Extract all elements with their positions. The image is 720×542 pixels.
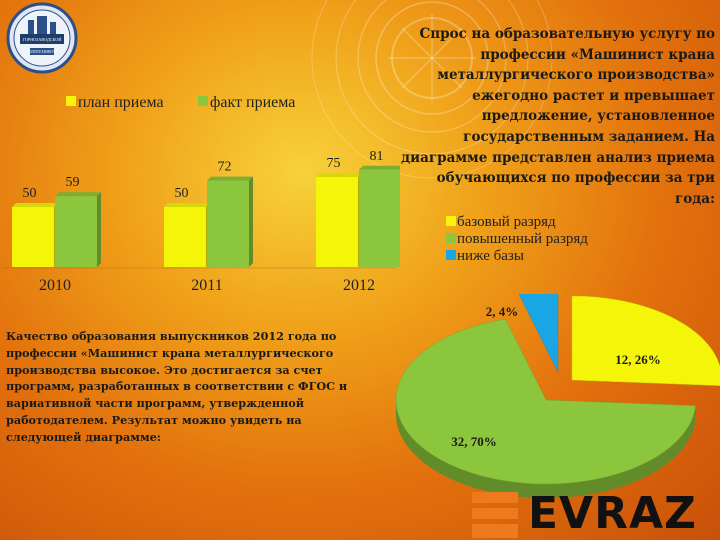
bar-legend-swatch-0 — [66, 96, 76, 106]
legend-label-advanced: повышенный разряд — [457, 231, 588, 247]
bar-value-label-1-0: 59 — [66, 175, 80, 190]
bar-0-0 — [12, 207, 54, 267]
bar-top-1-2 — [359, 165, 400, 170]
bar-value-label-1-1: 72 — [218, 160, 232, 175]
evraz-logo — [472, 492, 518, 538]
pie-data-label-2: 2, 4% — [486, 304, 519, 319]
bar-legend-label-0: план приема — [78, 94, 164, 111]
pie-slice-2 — [518, 294, 559, 373]
legend-swatch-advanced — [446, 233, 456, 243]
bar-category-label-1: 2011 — [191, 277, 222, 294]
legend-item-advanced: повышенный разряд — [446, 231, 588, 248]
bar-side-1-1 — [249, 176, 253, 267]
bar-category-label-0: 2010 — [39, 277, 71, 294]
bar-legend: план приема факт приема — [66, 94, 295, 111]
pie-slice-0 — [571, 295, 720, 386]
admission-bar-chart: план приема факт приема 50 59 2010 50 72 2011 75… — [2, 94, 400, 294]
bar-value-label-0-2: 75 — [327, 156, 341, 171]
graduate-quality-pie-chart: 12, 26% 32, 70% 2, 4% — [395, 294, 720, 499]
bar-0-1 — [164, 207, 206, 267]
bar-value-label-0-1: 50 — [175, 186, 189, 201]
legend-label-below: ниже базы — [457, 248, 524, 264]
legend-label-base: базовый разряд — [457, 214, 556, 230]
legend-item-below: ниже базы — [446, 248, 524, 265]
bar-legend-label-1: факт приема — [210, 94, 295, 111]
bar-top-1-1 — [207, 176, 253, 181]
bar-1-1 — [207, 180, 249, 267]
bar-category-label-2: 2012 — [343, 277, 375, 294]
bar-value-label-1-2: 81 — [370, 149, 384, 164]
bar-top-0-1 — [164, 203, 210, 207]
quality-description: Качество образования выпускников 2012 го… — [6, 329, 348, 444]
pie-legend: базовый разряд повышенный разряд ниже ба… — [446, 214, 676, 294]
bar-1-2 — [359, 169, 400, 267]
svg-text:ПОЛИТЕХНИКУМ: ПОЛИТЕХНИКУМ — [27, 50, 58, 54]
bar-top-0-2 — [316, 173, 362, 177]
bar-value-label-0-0: 50 — [23, 186, 37, 201]
legend-swatch-below — [446, 250, 456, 260]
pie-slice-1 — [395, 318, 696, 485]
bar-legend-swatch-1 — [198, 96, 208, 106]
bar-1-0 — [55, 196, 97, 267]
bar-top-1-0 — [55, 192, 101, 197]
bar-top-0-0 — [12, 203, 58, 207]
college-logo: ГОРНОЗАВОДСКОЙ ПОЛИТЕХНИКУМ — [6, 2, 78, 74]
pie-data-label-0: 12, 26% — [615, 352, 661, 367]
pie-side-1 — [396, 400, 696, 499]
legend-swatch-base — [446, 216, 456, 226]
bar-0-2 — [316, 177, 358, 267]
evraz-wordmark: EVRAZ — [528, 488, 697, 539]
legend-item-base: базовый разряд — [446, 214, 556, 231]
svg-text:ГОРНОЗАВОДСКОЙ: ГОРНОЗАВОДСКОЙ — [23, 37, 62, 42]
pie-data-label-1: 32, 70% — [451, 434, 497, 449]
bar-side-1-0 — [97, 192, 101, 267]
demand-description: Спрос на образовательную услугу по профе… — [401, 26, 715, 207]
